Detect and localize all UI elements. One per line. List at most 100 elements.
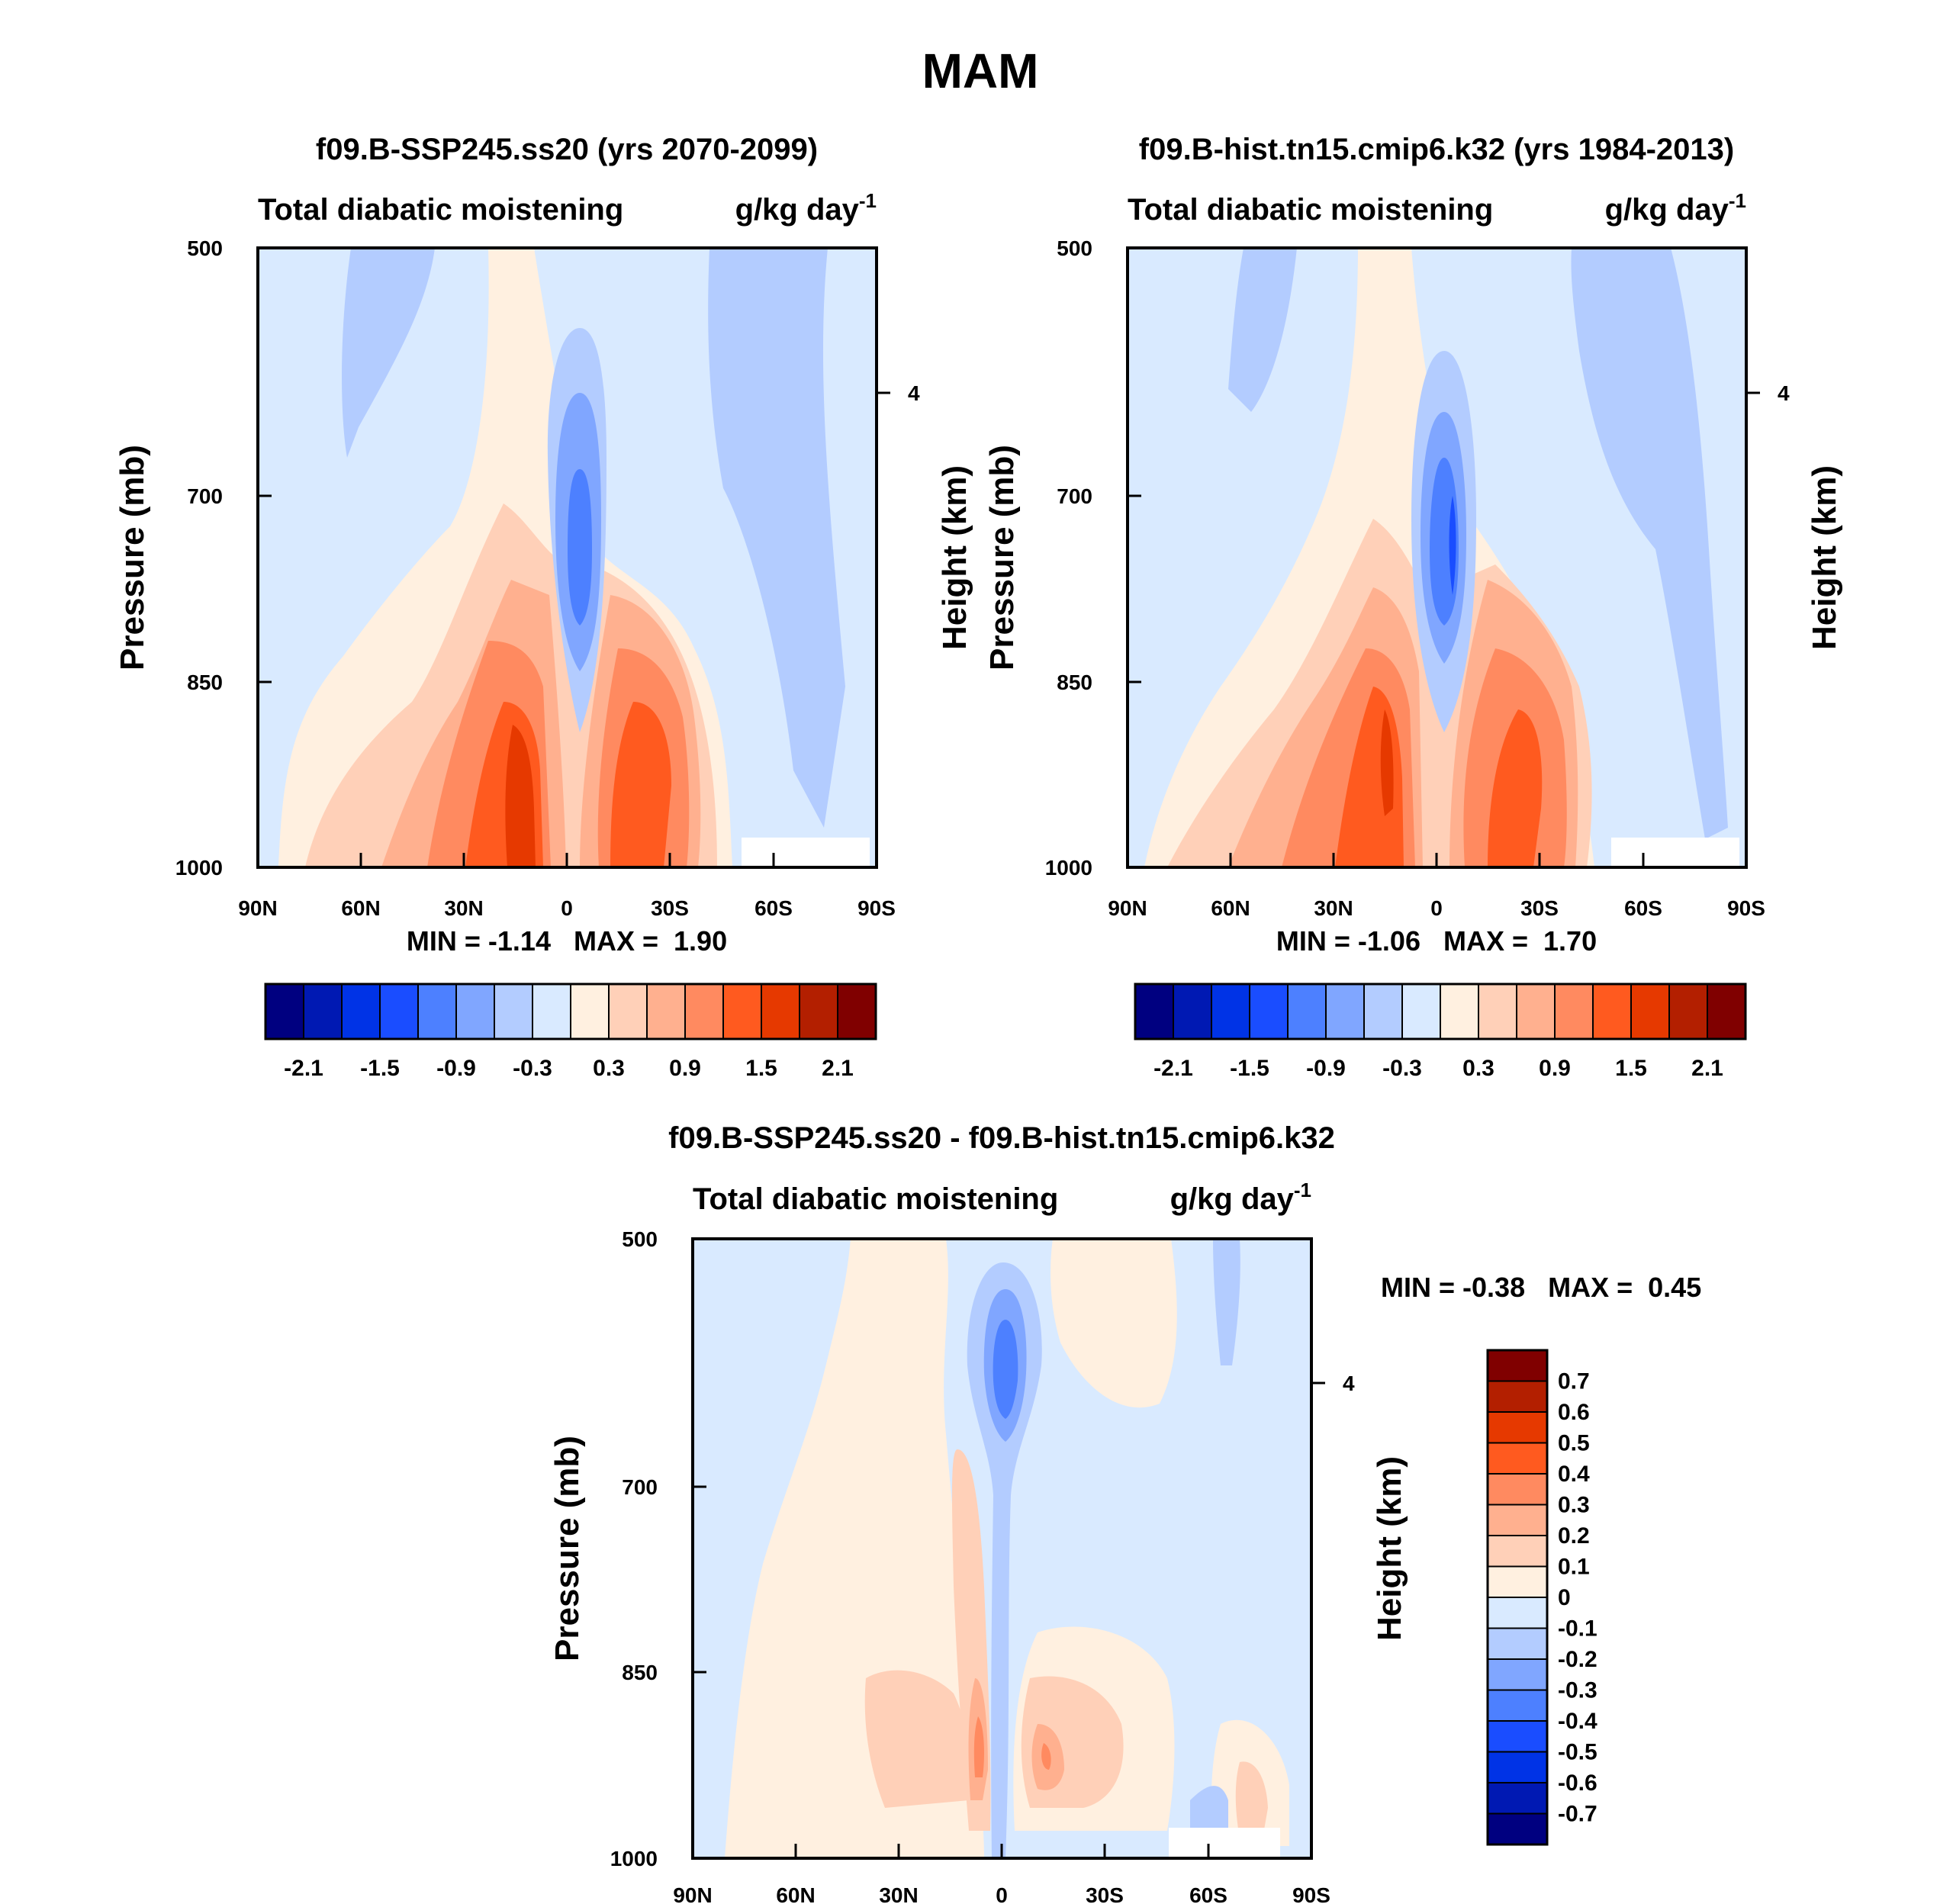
right-axis-label: Height (km) — [936, 465, 973, 650]
colorbar-swatch — [1487, 1535, 1548, 1568]
colorbar-swatch — [341, 983, 381, 1040]
colorbar-label: -0.3 — [1382, 1056, 1422, 1081]
y-tick-label: 700 — [187, 484, 223, 508]
colorbar-label: 0 — [1558, 1585, 1571, 1610]
panel-difference: f09.B-SSP245.ss20 - f09.B-hist.tn15.cmip… — [549, 1121, 1701, 1904]
x-tick-label: 90N — [673, 1883, 712, 1904]
y-tick-label: 1000 — [1045, 856, 1092, 880]
colorbar-swatch — [1287, 983, 1327, 1040]
x-tick-label: 60S — [1189, 1883, 1227, 1904]
y-axis-ticks: 500 700 850 1000 — [175, 236, 272, 880]
x-tick-label: 90S — [1727, 896, 1765, 920]
panel-title: f09.B-SSP245.ss20 (yrs 2070-2099) — [316, 133, 818, 166]
y-tick-label: 700 — [622, 1475, 658, 1499]
contour-neg-1 — [342, 248, 435, 458]
x-tick-label: 60N — [1211, 896, 1250, 920]
colorbar-swatch — [1554, 983, 1594, 1040]
contour-neg-1 — [1571, 248, 1728, 839]
y-tick-label: 850 — [187, 671, 223, 694]
colorbar-swatch — [417, 983, 457, 1040]
colorbar-label: -1.5 — [360, 1056, 400, 1081]
colorbar-label: -1.5 — [1230, 1056, 1269, 1081]
right-axis-label: Height (km) — [1371, 1456, 1408, 1641]
colorbar-label: 0.6 — [1558, 1400, 1590, 1425]
colorbar-label: -2.1 — [284, 1056, 323, 1081]
colorbar-swatch — [1363, 983, 1403, 1040]
colorbar-swatch — [761, 983, 800, 1040]
colorbar-label: -0.9 — [1306, 1056, 1346, 1081]
x-tick-label: 30S — [651, 896, 689, 920]
colorbar-swatch — [532, 983, 571, 1040]
y-axis-ticks: 500 700 850 1000 — [610, 1227, 706, 1870]
colorbar-swatch — [1487, 1349, 1548, 1382]
colorbar-swatch — [837, 983, 877, 1040]
colorbar-swatch — [1487, 1504, 1548, 1536]
colorbar-swatch — [1487, 1380, 1548, 1413]
colorbar-swatch — [1249, 983, 1289, 1040]
x-tick-label: 30N — [1314, 896, 1353, 920]
contour-pos-6 — [505, 725, 536, 867]
contour-neg-1 — [967, 1262, 1042, 1858]
colorbar-label: -0.4 — [1558, 1709, 1597, 1734]
panel-units: g/kg day-1 — [1605, 189, 1746, 227]
colorbar-swatch — [1487, 1782, 1548, 1815]
colorbar-swatch — [303, 983, 343, 1040]
y-tick-label: 1000 — [175, 856, 223, 880]
x-tick-label: 0 — [1430, 896, 1443, 920]
colorbar: -2.1 -1.5 -0.9 -0.3 0.3 0.9 1.5 2.1 — [1134, 983, 1747, 1081]
colorbar-swatch — [1516, 983, 1556, 1040]
colorbar: 0.7 0.6 0.5 0.4 0.3 0.2 0.1 0 -0.1 -0.2 -0.3 -0.4 -0… — [1486, 1349, 1597, 1846]
plot-area — [693, 1239, 1311, 1858]
contour-fill — [1144, 248, 1739, 867]
colorbar-swatch — [1487, 1473, 1548, 1506]
x-axis-ticks: 90N 60N 30N 0 30S 60S 90S — [1108, 853, 1765, 920]
min-max-stats: MIN = -1.06 MAX = 1.70 — [1276, 925, 1597, 957]
x-tick-label: 60S — [754, 896, 793, 920]
colorbar-label: -0.9 — [436, 1056, 476, 1081]
colorbar-swatch — [265, 983, 304, 1040]
colorbar-swatch — [1707, 983, 1746, 1040]
colorbar-label: -0.3 — [1558, 1678, 1597, 1703]
contour-neg-3 — [993, 1320, 1018, 1419]
colorbar-label: 0.3 — [1558, 1493, 1590, 1518]
panel-units: g/kg day-1 — [735, 189, 877, 227]
colorbar-frame — [1486, 1349, 1549, 1846]
colorbar-label: 0.9 — [1539, 1056, 1571, 1081]
colorbar-label: -0.2 — [1558, 1647, 1597, 1672]
contour-neg-1 — [1213, 1239, 1240, 1365]
y-axis-label: Pressure (mb) — [983, 445, 1021, 671]
colorbar-label: -0.3 — [513, 1056, 552, 1081]
colorbar-swatch — [1211, 983, 1250, 1040]
contour-neg-4 — [1449, 496, 1456, 595]
y-tick-label: 500 — [622, 1227, 658, 1251]
colorbar-swatch — [570, 983, 610, 1040]
contour-pos-2 — [864, 1670, 970, 1808]
colorbar-swatch — [646, 983, 686, 1040]
contour-pos-1 — [1051, 1239, 1177, 1408]
panel-future: f09.B-SSP245.ss20 (yrs 2070-2099) Total … — [114, 133, 973, 1081]
contour-neg-3 — [568, 469, 592, 626]
panel-title: f09.B-SSP245.ss20 - f09.B-hist.tn15.cmip… — [668, 1121, 1335, 1155]
colorbar-label: 1.5 — [745, 1056, 777, 1081]
colorbar-swatch — [1401, 983, 1441, 1040]
y-tick-label: 850 — [622, 1661, 658, 1684]
x-axis-ticks: 90N 60N 30N 0 30S 60S 90S — [238, 853, 896, 920]
colorbar-label: 0.7 — [1558, 1369, 1590, 1394]
contour-pos-4 — [973, 1716, 984, 1777]
colorbar-swatch — [608, 983, 648, 1040]
colorbar-label: 0.4 — [1558, 1462, 1590, 1487]
colorbar-swatch — [1487, 1411, 1548, 1444]
colorbar-swatch — [1487, 1751, 1548, 1783]
missing-data — [1611, 838, 1739, 867]
right-tick-label: 4 — [1778, 381, 1790, 405]
colorbar-swatch — [1487, 1689, 1548, 1722]
colorbar: -2.1 -1.5 -0.9 -0.3 0.3 0.9 1.5 2.1 — [264, 983, 877, 1081]
x-tick-label: 30S — [1520, 896, 1559, 920]
x-tick-label: 90N — [1108, 896, 1147, 920]
colorbar-swatch — [1592, 983, 1632, 1040]
x-tick-label: 0 — [996, 1883, 1008, 1904]
colorbar-swatch — [799, 983, 838, 1040]
colorbar-label: 0.9 — [669, 1056, 701, 1081]
colorbar-frame — [264, 983, 877, 1040]
